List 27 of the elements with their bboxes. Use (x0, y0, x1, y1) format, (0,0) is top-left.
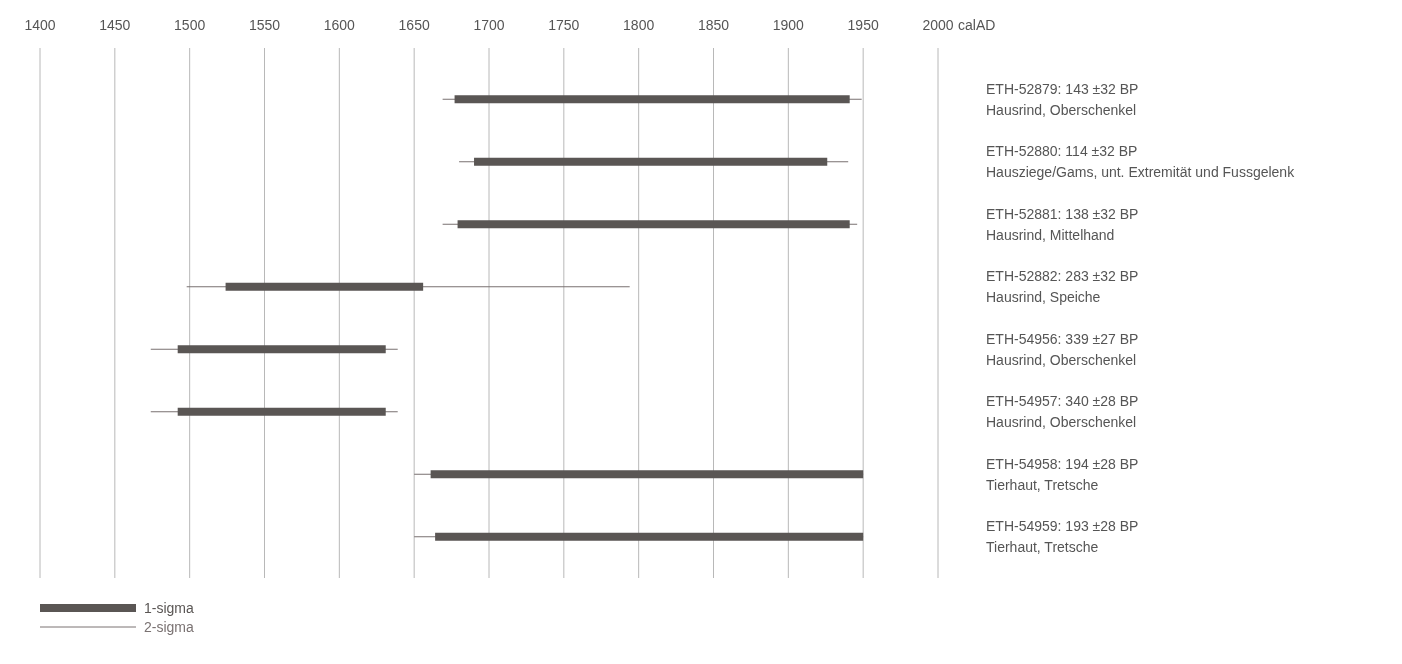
x-tick-label: 1550 (248, 17, 281, 33)
x-tick-label: 1500 (174, 17, 206, 33)
y-tick-label: ETH-52879: 143 ±32 BP Hausrind, Oberschenkel (986, 80, 1139, 118)
x-tick-label: 1800 (623, 17, 655, 33)
y-tick-label: ETH-54956: 339 ±27 BP Hausrind, Oberschenkel (986, 330, 1139, 368)
y-tick-label: ETH-52881: 138 ±32 BP Hausrind, Mittelhand (986, 205, 1139, 243)
y-tick-label: ETH-52882: 283 ±32 BP Hausrind, Speiche (986, 268, 1139, 306)
y-tick-label: ETH-54958: 194 ±28 BP Tierhaut, Tretsche (986, 455, 1139, 493)
bar (177, 345, 386, 354)
y-tick-label: ETH-54957: 340 ±28 BP Hausrind, Oberschenkel (986, 393, 1139, 431)
x-tick-label: 1650 (398, 17, 430, 33)
bar (177, 407, 386, 416)
text: 2-sigma (144, 619, 195, 635)
x-axis-title: calAD (958, 17, 996, 33)
x-tick-label: 1450 (99, 17, 131, 33)
y-tick-label: ETH-52880: 114 ±32 BP Hausziege/Gams, unt. Extremität und Fussgelenk (986, 143, 1296, 181)
x-tick-label: 1750 (548, 17, 580, 33)
x-tick-label: 1950 (847, 17, 879, 33)
x-tick-label: 1850 (697, 17, 730, 33)
bar (225, 282, 424, 291)
x-tick-label: 1900 (772, 17, 805, 33)
x-tick-label: 1700 (473, 17, 505, 33)
x-tick-label: 1600 (323, 17, 356, 33)
y-tick-label: ETH-54959: 193 ±28 BP Tierhaut, Tretsche (986, 518, 1139, 556)
x-tick-label: 2000 (922, 17, 954, 33)
x-tick-label: 1400 (24, 17, 56, 33)
text: 1-sigma (144, 600, 195, 616)
